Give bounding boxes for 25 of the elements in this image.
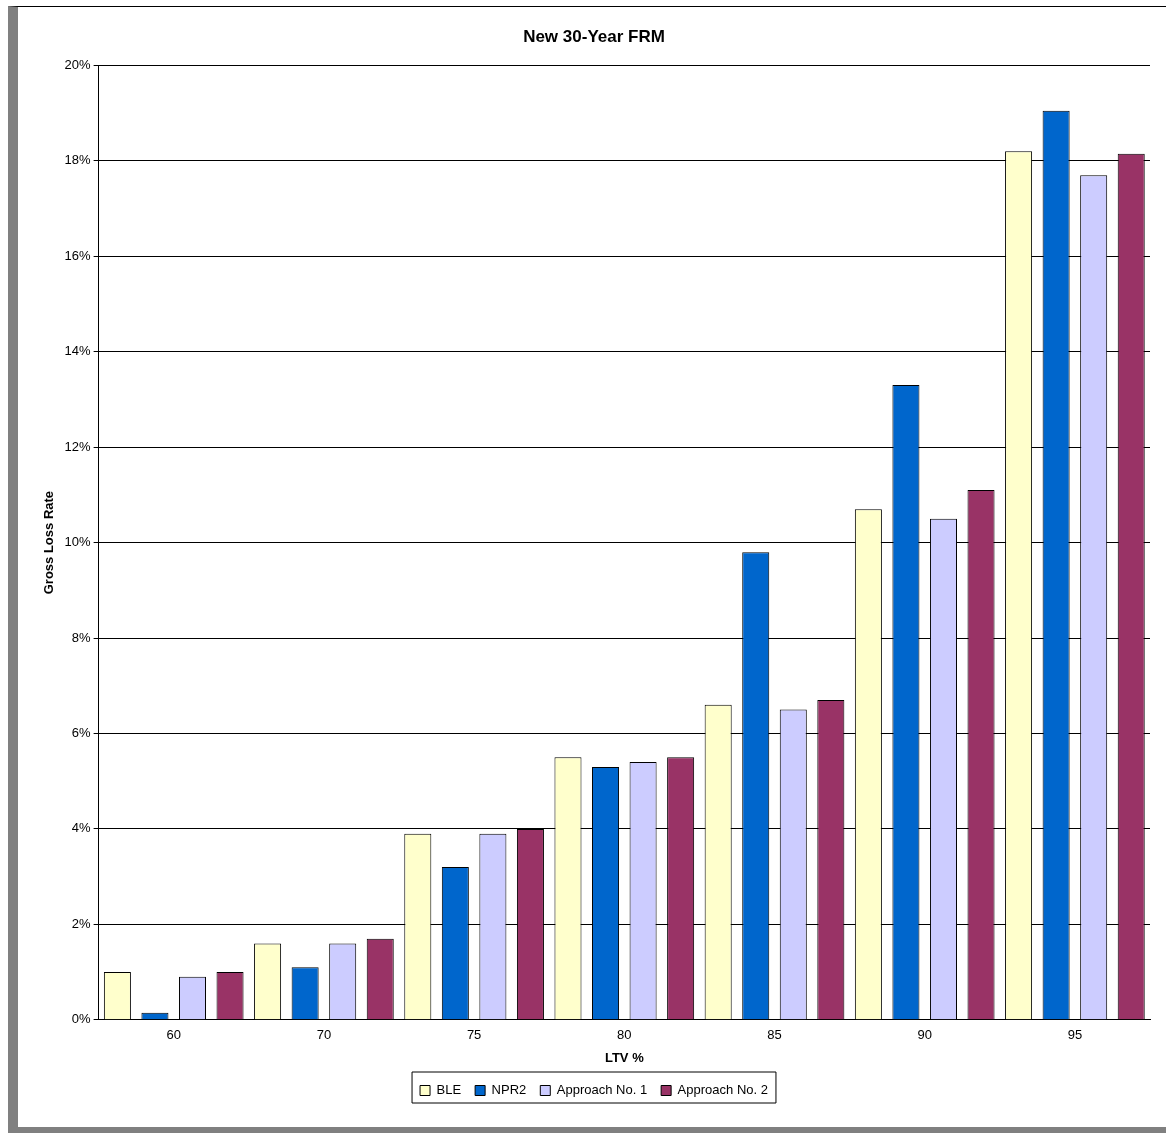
legend-label: Approach No. 1 [556, 1082, 648, 1098]
y-tick-label: 12% [64, 438, 92, 454]
x-tick-label: 85 [767, 1027, 782, 1043]
y-tick-label: 8% [71, 629, 92, 645]
y-tick-label: 2% [71, 915, 92, 931]
legend-label: Approach No. 2 [677, 1082, 768, 1098]
y-tick-label: 10% [64, 534, 92, 550]
x-tick-label: 95 [1067, 1027, 1083, 1043]
x-tick-label: 60 [166, 1027, 181, 1043]
y-tick-label: 14% [64, 343, 92, 359]
legend-label: BLE [436, 1082, 462, 1098]
y-axis-title: Gross Loss Rate [41, 490, 57, 595]
x-tick-label: 90 [917, 1027, 932, 1043]
x-tick-label: 75 [466, 1027, 482, 1043]
x-tick-label: 80 [617, 1027, 632, 1043]
y-tick-label: 0% [71, 1011, 92, 1027]
chart-title: New 30-Year FRM [523, 26, 665, 46]
y-tick-label: 18% [64, 152, 92, 168]
y-tick-label: 20% [64, 56, 92, 72]
y-tick-label: 4% [71, 820, 92, 836]
y-tick-label: 6% [71, 725, 92, 741]
y-tick-label: 16% [64, 247, 92, 263]
x-tick-label: 70 [316, 1027, 332, 1043]
x-axis-title: LTV % [604, 1049, 645, 1065]
legend-label: NPR2 [491, 1082, 527, 1098]
